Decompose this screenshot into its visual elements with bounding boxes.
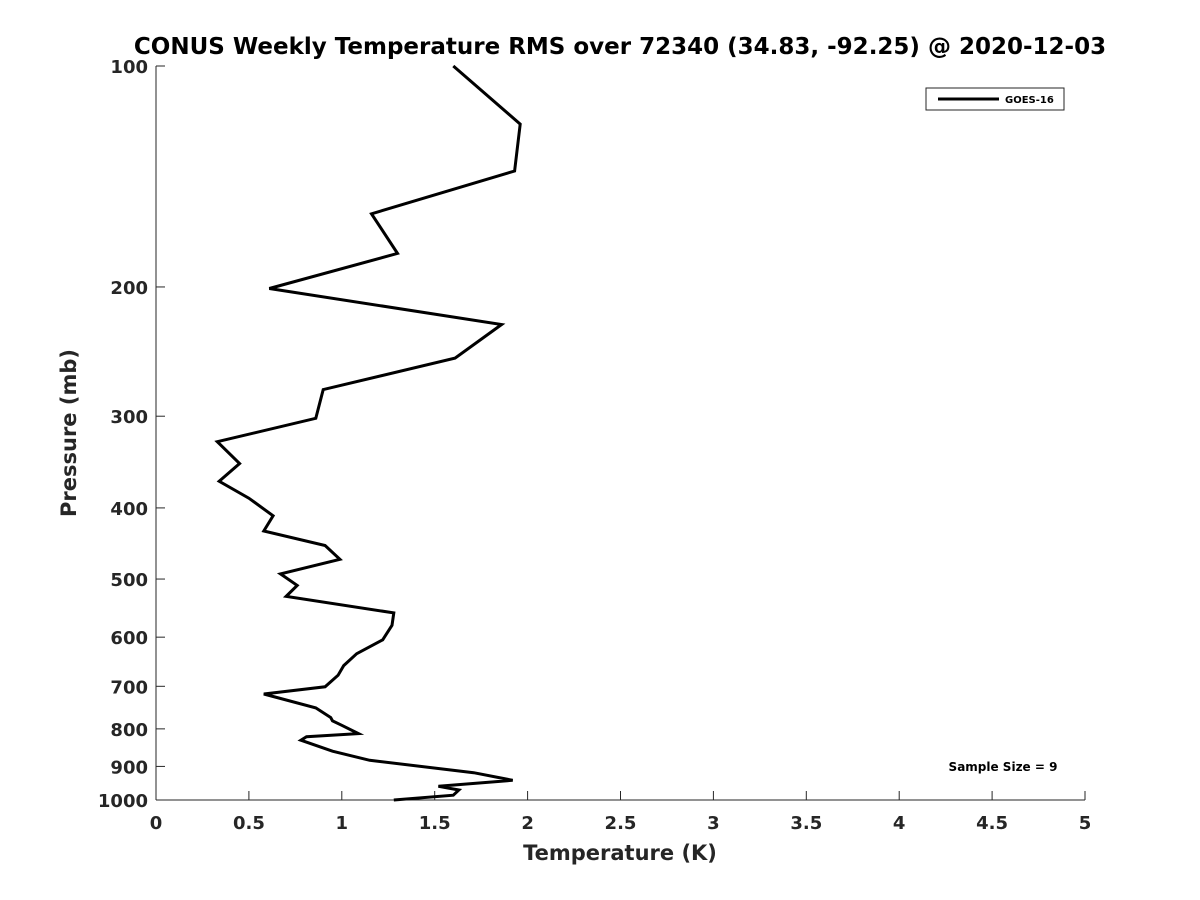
- series-line-goes-16: [214, 64, 522, 802]
- x-tick-label: 2: [521, 813, 534, 834]
- y-tick-label: 400: [110, 499, 148, 520]
- y-tick-label: 800: [110, 720, 148, 741]
- legend-label: GOES-16: [1005, 95, 1054, 106]
- x-tick-label: 1: [336, 813, 349, 834]
- x-tick-label: 3: [707, 813, 720, 834]
- y-axis-label: Pressure (mb): [57, 349, 81, 517]
- y-tick-label: 300: [110, 407, 148, 428]
- x-tick-label: 2.5: [605, 813, 637, 834]
- y-tick-label: 600: [110, 628, 148, 649]
- x-tick-label: 3.5: [790, 813, 822, 834]
- series-layer: [214, 64, 522, 802]
- y-ticks: 100 200 300 400 500 600 700 800 900 1000: [98, 57, 165, 812]
- x-tick-label: 4.5: [976, 813, 1008, 834]
- x-tick-label: 5: [1079, 813, 1092, 834]
- y-tick-label: 200: [110, 278, 148, 299]
- x-tick-label: 0: [150, 813, 163, 834]
- x-axis-label: Temperature (K): [523, 841, 717, 865]
- y-tick-label: 700: [110, 677, 148, 698]
- x-tick-label: 0.5: [233, 813, 265, 834]
- x-tick-label: 4: [893, 813, 906, 834]
- chart-title: CONUS Weekly Temperature RMS over 72340 …: [134, 34, 1106, 60]
- y-tick-label: 900: [110, 757, 148, 778]
- x-ticks: 0 0.5 1 1.5 2 2.5 3 3.5 4 4.5 5: [150, 791, 1092, 834]
- x-tick-label: 1.5: [419, 813, 451, 834]
- legend: GOES-16: [925, 87, 1065, 111]
- y-tick-label: 100: [110, 57, 148, 78]
- sample-size-annotation: Sample Size = 9: [949, 760, 1058, 774]
- y-tick-label: 1000: [98, 791, 148, 812]
- y-tick-label: 500: [110, 570, 148, 591]
